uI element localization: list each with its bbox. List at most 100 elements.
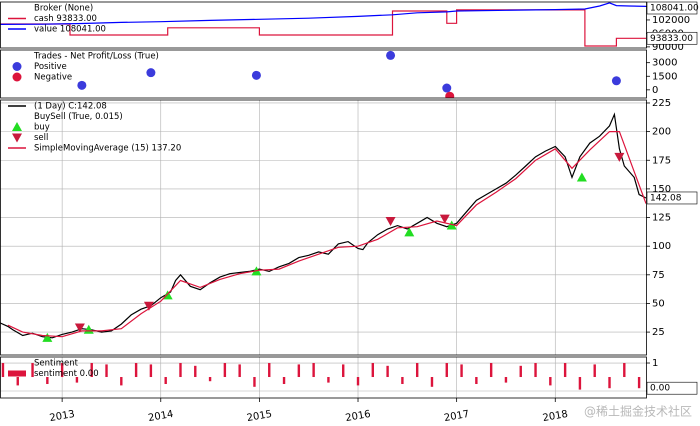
x-tick-label: 2013 [49, 409, 76, 424]
y-tick-label: 1500 [652, 71, 677, 82]
sell-marker [614, 152, 625, 162]
legend-marker [12, 133, 22, 143]
watermark: @稀土掘金技术社区 [584, 404, 692, 419]
x-tick-label: 2014 [147, 409, 174, 424]
value-tag: 142.08 [650, 193, 682, 203]
x-tick-label: 2016 [345, 409, 372, 424]
bar [371, 363, 375, 378]
sell-marker [385, 216, 396, 226]
trade-point [386, 50, 396, 60]
panel: 9000096000102000108000Broker (None)cash … [0, 1, 699, 53]
y-tick-label: 225 [652, 98, 671, 109]
trade-point [251, 70, 261, 80]
y-tick-label: 50 [652, 298, 665, 309]
bar [105, 364, 108, 378]
legend-label: Positive [34, 62, 67, 72]
bar [208, 377, 212, 382]
y-tick-label: 1 [652, 358, 658, 369]
bar [519, 365, 522, 378]
value-tag-box [646, 381, 698, 395]
panel: −11Sentimentsentiment 0.000.00 [0, 356, 698, 399]
bar [386, 365, 389, 378]
bar [297, 364, 301, 378]
bar [60, 363, 64, 378]
panel-frame [0, 49, 647, 99]
legend-label: value 108041.00 [34, 25, 106, 35]
legend-label: cash 93833.00 [34, 14, 97, 24]
bar [342, 364, 345, 378]
bar [608, 377, 611, 389]
bar [268, 363, 271, 378]
bar [460, 364, 463, 378]
bar [415, 363, 419, 378]
legend-label: sell [34, 133, 48, 143]
bar [549, 377, 552, 386]
x-tick-label: 2017 [443, 409, 470, 424]
y-tick-label: 100 [652, 241, 671, 252]
y-tick-label: 3000 [652, 58, 677, 69]
trade-point [442, 83, 452, 93]
legend-marker [12, 122, 22, 131]
bar [120, 377, 123, 386]
bar [578, 377, 582, 390]
bar [475, 377, 478, 385]
series-line [0, 9, 646, 47]
value-tag: 0.00 [650, 384, 670, 394]
legend-label: (1 Day) C:142.08 [34, 102, 107, 112]
trade-point [445, 91, 455, 98]
bar [223, 363, 227, 378]
buy-marker [404, 227, 415, 237]
value-tag-box [646, 1, 698, 15]
y-tick-label: 200 [652, 127, 671, 138]
bar [164, 377, 167, 385]
bar [253, 377, 256, 387]
panel: 25 50 75 100 125 150 175 200 225 (1 Day) C:142.08… [0, 98, 698, 356]
bar [149, 364, 153, 378]
value-tag-box [646, 191, 698, 205]
sell-marker [143, 301, 154, 311]
bar [1, 363, 5, 378]
y-tick-label: 90000 [652, 42, 684, 53]
bar [563, 363, 567, 378]
bar [445, 363, 448, 378]
bar [31, 363, 34, 378]
bar [134, 363, 138, 378]
legend-label: SimpleMovingAverage (15) 137.20 [34, 144, 181, 154]
y-tick-label: 0 [652, 85, 658, 96]
buy-marker [42, 332, 53, 342]
bar [356, 377, 360, 386]
bar [282, 377, 286, 385]
trade-point [77, 80, 87, 90]
legend-marker [12, 72, 22, 82]
x-tick-label: 2018 [542, 409, 569, 424]
legend-label: buy [34, 123, 50, 133]
bar [623, 363, 626, 378]
panel-frame [0, 1, 647, 49]
bar [238, 364, 241, 378]
bar [430, 377, 434, 387]
marks [77, 50, 621, 98]
value-tag: 108041.00 [650, 4, 699, 14]
bar [312, 363, 315, 378]
bar [489, 363, 493, 378]
y-tick-label: 125 [652, 213, 671, 224]
bar [194, 365, 197, 378]
legend-marker [12, 62, 22, 71]
bar [179, 363, 182, 378]
y-tick-label: 150 [652, 184, 671, 195]
buy-marker [576, 172, 587, 182]
bar [637, 377, 641, 389]
buy-marker [83, 324, 94, 334]
y-tick-label: 75 [652, 270, 665, 281]
y-tick-label: 102000 [652, 15, 690, 26]
legend-title: Trades - Net Profit/Loss (True) [33, 52, 159, 62]
bar [75, 377, 79, 383]
bar [16, 377, 19, 386]
sell-marker [74, 323, 85, 333]
series-line [0, 2, 646, 25]
bar [327, 377, 330, 383]
marks [1, 363, 641, 390]
legend-label: sentiment 0.00 [34, 369, 99, 379]
marks [0, 2, 646, 47]
